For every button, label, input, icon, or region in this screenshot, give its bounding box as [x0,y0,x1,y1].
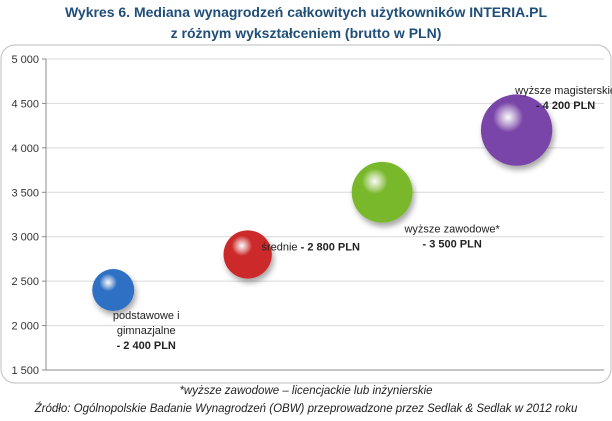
bubble-chart: 5 000 4 500 4 000 3 500 3 000 2 500 2 000 1 500… [0,44,612,384]
chart-plot-area: 5 000 4 500 4 000 3 500 3 000 2 500 2 000 1 500… [0,44,612,384]
plot-frame [0,44,612,384]
bubble-point [92,269,135,312]
bubble-label: średnie - 2 800 PLN [261,241,359,253]
bubble-label-value: - 4 200 PLN [536,100,595,112]
y-tick-label: 2 500 [11,276,39,288]
bubble-label-category: średnie [261,241,300,253]
chart-title: Wykres 6. Mediana wynagrodzeń całkowityc… [0,2,612,44]
y-tick-label: 4 500 [11,98,39,110]
bubble-label: podstawowe i gimnazjalne - 2 400 PLN [113,310,180,352]
bubble-label-value: - 2 800 PLN [301,241,360,253]
bubble-point [351,161,413,223]
bubble-label-category: podstawowe i [113,310,180,322]
y-tick-label: 3 000 [11,232,39,244]
footnote: *wyższe zawodowe – licencjackie lub inży… [179,385,433,397]
bubble-label-category: gimnazjalne [117,325,176,337]
chart-title-line-1: Wykres 6. Mediana wynagrodzeń całkowityc… [64,4,548,20]
bubble-label-category: wyższe zawodowe* [403,223,500,235]
bubble-label: wyższe zawodowe* - 3 500 PLN [403,223,500,250]
bubble-point [223,230,272,279]
bubble-point [480,94,553,166]
source-note: Źródło: Ogólnopolskie Badanie Wynagrodze… [34,403,578,415]
bubble-label-value: - 2 400 PLN [117,340,176,352]
y-tick-label: 2 000 [11,321,39,333]
chart-title-line-2: z różnym wykształceniem (brutto w PLN) [170,25,442,41]
y-tick-label: 1 500 [11,365,39,377]
bubble-label-category: wyższe magisterskie [514,85,612,97]
y-tick-label: 3 500 [11,187,39,199]
bubble-label: wyższe magisterskie - 4 200 PLN [514,85,612,112]
bubble-label-value: - 3 500 PLN [422,238,481,250]
y-tick-label: 4 000 [11,143,39,155]
y-tick-label: 5 000 [11,54,39,66]
